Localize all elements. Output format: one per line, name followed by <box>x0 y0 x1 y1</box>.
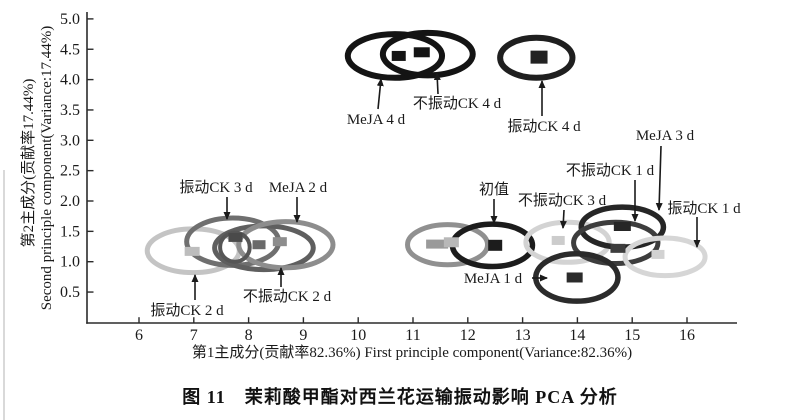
x-axis-title: 第1主成分(贡献率82.36%) First principle compone… <box>192 343 632 361</box>
annotation-label-meja-3d: MeJA 3 d <box>636 128 695 144</box>
figure-caption: 图 11 茉莉酸甲酯对西兰花运输振动影响 PCA 分析 <box>182 387 618 407</box>
y-tick-label: 2.0 <box>60 193 80 210</box>
pca-marker-meja-1d <box>566 272 583 283</box>
pca-marker-gray-initial <box>426 239 449 249</box>
annotation-label-meja-1d: MeJA 1 d <box>464 271 523 287</box>
annotation-label-ck-novib-3d: 不振动CK 3 d <box>518 192 607 209</box>
pca-marker-ck-novib-4d <box>413 47 430 58</box>
annotation-label-ck-vib-1d: 振动CK 1 d <box>667 200 741 217</box>
pca-marker-meja-3d <box>610 243 626 253</box>
x-tick-label: 9 <box>299 327 307 344</box>
x-tick-label: 15 <box>624 327 640 344</box>
pca-plot: 6 7 8 9 10 11 12 13 14 15 16 0.5 1.0 1.5 2.0 2.5 3.0 3.5 4… <box>19 11 741 361</box>
y-tick-label: 4.5 <box>60 41 80 58</box>
x-tick-label: 7 <box>190 327 198 344</box>
pca-marker-ck-novib-2d <box>252 240 266 250</box>
pca-ellipse-ck-novib-3d <box>523 219 612 265</box>
x-tick-label: 11 <box>405 327 420 344</box>
annotation-arrow-meja-3d <box>655 145 663 211</box>
annotation-label-ck-novib-2d: 不振动CK 2 d <box>243 288 332 305</box>
pca-marker-ck-vib-2d <box>184 246 200 256</box>
y-tick-label: 2.5 <box>60 163 80 180</box>
annotation-label-meja-4d: MeJA 4 d <box>347 112 406 128</box>
y-tick-label: 0.5 <box>60 284 80 301</box>
scan-edge-artifact <box>3 170 5 420</box>
annotation-label-meja-2d: MeJA 2 d <box>269 180 328 196</box>
pca-ellipse-meja-4d <box>344 31 446 81</box>
pca-marker-meja-4d <box>391 50 406 61</box>
x-tick-label: 14 <box>569 327 585 344</box>
pca-ellipse-ck-vib-1d <box>622 235 708 279</box>
annotation-arrow-ck-novib-4d <box>433 72 441 95</box>
annotation-label-ck-vib-4d: 振动CK 4 d <box>507 118 581 135</box>
x-tick-label: 13 <box>515 327 531 344</box>
pca-marker-meja-2d <box>272 237 287 247</box>
pca-ellipse-meja-2d <box>236 219 336 271</box>
pca-marker-ck-vib-3d <box>228 232 243 242</box>
pca-marker-ck-novib-3d <box>551 235 565 245</box>
pca-ellipse-ck-vib-4d <box>497 34 576 81</box>
pca-marker-ck-vib-4d <box>530 50 548 64</box>
x-tick-label: 8 <box>245 327 253 344</box>
x-tick-label: 12 <box>460 327 476 344</box>
annotation-label-ck-novib-1d: 不振动CK 1 d <box>566 162 655 179</box>
y-tick-label: 1.0 <box>60 254 80 271</box>
x-tick-label: 16 <box>679 327 695 344</box>
y-tick-label: 3.0 <box>60 132 80 149</box>
pca-ellipse-ck-novib-4d <box>379 29 476 79</box>
pca-marker-gray-initial-2 <box>443 237 459 248</box>
y-tick-label: 5.0 <box>60 11 80 28</box>
y-axis-title-en: Second principle component(Variance:17.4… <box>39 26 55 311</box>
pca-marker-ck-novib-1d <box>613 221 631 231</box>
annotation-arrow-meja-4d <box>376 78 384 110</box>
annotation-arrow-ck-novib-3d <box>559 209 567 229</box>
x-tick-label: 6 <box>135 327 143 344</box>
pca-ellipse-gray-initial <box>405 222 491 268</box>
y-tick-label: 1.5 <box>60 223 80 240</box>
y-tick-label: 4.0 <box>60 72 80 89</box>
annotation-label-ck-novib-4d: 不振动CK 4 d <box>413 95 502 112</box>
y-tick-label: 3.5 <box>60 102 80 119</box>
pca-marker-ck-vib-1d <box>651 249 665 259</box>
annotation-label-ck-vib-3d: 振动CK 3 d <box>179 179 253 196</box>
pca-marker-init <box>488 239 503 251</box>
pca-ellipse-small-ring <box>218 230 252 264</box>
annotation-label-init: 初值 <box>479 181 509 198</box>
y-axis-title-cn: 第2主成分(贡献率17.44%) <box>19 79 37 248</box>
x-tick-label: 10 <box>350 327 366 344</box>
annotation-label-ck-vib-2d: 振动CK 2 d <box>150 302 224 319</box>
